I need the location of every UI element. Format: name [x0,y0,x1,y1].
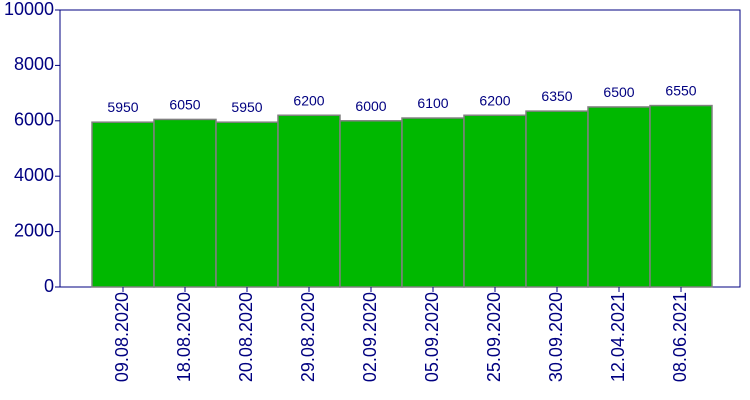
x-tick-label: 05.09.2020 [422,292,442,382]
bar [277,114,341,288]
y-tick-label: 0 [44,276,54,296]
bar [401,117,465,288]
bar [153,118,217,288]
y-tick-label: 10000 [4,0,54,19]
x-tick-label: 20.08.2020 [236,292,256,382]
value-label: 6000 [355,98,386,114]
value-label: 6050 [169,96,200,112]
x-tick-label: 29.08.2020 [298,292,318,382]
value-label: 5950 [107,99,138,115]
value-label: 5950 [231,99,262,115]
y-tick-label: 2000 [14,220,54,240]
x-tick-label: 30.09.2020 [546,292,566,382]
y-tick-label: 8000 [14,54,54,74]
x-tick-label: 09.08.2020 [112,292,132,382]
x-tick-label: 18.08.2020 [174,292,194,382]
bar [463,114,527,288]
bar [649,104,713,288]
value-label: 6550 [665,83,696,99]
value-label: 6200 [293,92,324,108]
value-label: 6200 [479,92,510,108]
value-label: 6500 [603,84,634,100]
bar [525,110,589,288]
value-label: 6100 [417,95,448,111]
x-tick-label: 25.09.2020 [484,292,504,382]
bar [215,121,279,288]
x-tick-label: 12.04.2021 [608,292,628,382]
bar [587,106,651,288]
y-tick-label: 4000 [14,165,54,185]
bar [91,121,155,288]
x-tick-label: 08.06.2021 [670,292,690,382]
bar [339,120,403,288]
value-label: 6350 [541,88,572,104]
x-tick-label: 02.09.2020 [360,292,380,382]
y-tick-label: 6000 [14,110,54,130]
